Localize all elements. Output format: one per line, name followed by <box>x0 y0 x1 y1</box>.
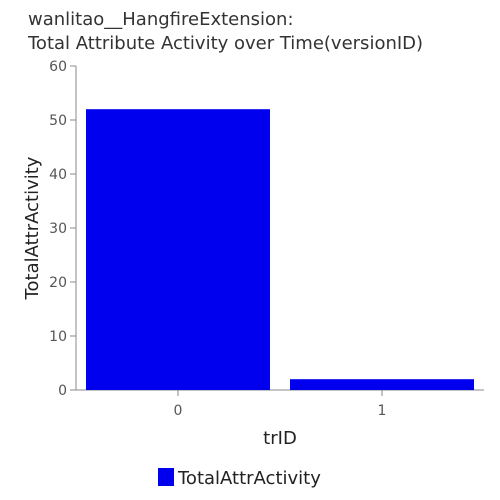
y-tick-label-0: 0 <box>58 383 67 399</box>
legend-label: TotalAttrActivity <box>177 468 321 489</box>
chart-title-line-2: Total Attribute Activity over Time(versi… <box>28 33 424 54</box>
x-tick-label-1: 1 <box>378 403 387 419</box>
legend-swatch <box>158 468 174 486</box>
bar-1 <box>290 379 474 390</box>
bar-0 <box>86 109 270 390</box>
y-axis-title: TotalAttrActivity <box>22 156 43 300</box>
y-tick-label-60: 60 <box>49 59 67 75</box>
x-axis-title: trID <box>263 428 297 449</box>
y-tick-label-30: 30 <box>49 221 67 237</box>
y-tick-label-10: 10 <box>49 329 67 345</box>
y-tick-label-20: 20 <box>49 275 67 291</box>
chart-title: wanlitao__HangfireExtension: Total Attri… <box>28 8 488 56</box>
chart-title-line-1: wanlitao__HangfireExtension: <box>28 9 294 30</box>
x-tick-label-0: 0 <box>174 403 183 419</box>
y-tick-label-40: 40 <box>49 167 67 183</box>
y-tick-label-50: 50 <box>49 113 67 129</box>
